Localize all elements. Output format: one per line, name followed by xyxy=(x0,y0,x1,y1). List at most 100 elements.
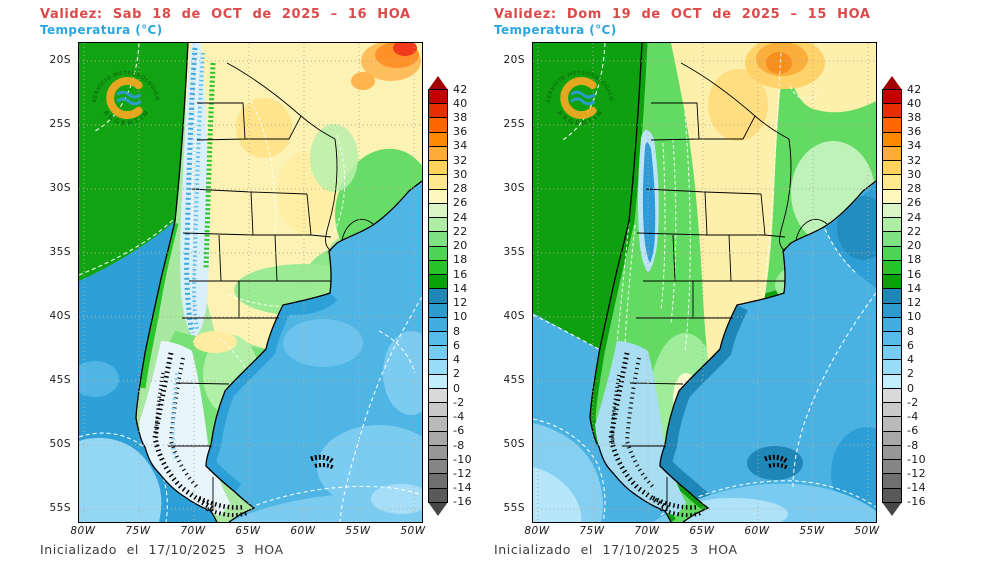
colorbar-cell xyxy=(428,316,448,332)
colorbar-cell xyxy=(882,231,902,247)
lon-label: 75W xyxy=(125,525,151,537)
colorbar-cell xyxy=(882,373,902,389)
colorbar-cell xyxy=(428,330,448,347)
forecast-panel-saturday: Validez: Sab 18 de OCT de 2025 – 16 HOA … xyxy=(40,7,494,557)
colorbar-cell xyxy=(428,89,448,105)
colorbar-label: -10 xyxy=(453,452,472,466)
colorbar-label: 6 xyxy=(453,338,461,352)
colorbar: 42 40 38 36 34 32 30 28 26 24 22 20 18 16 14 12 10 8 6 4 2 0-… xyxy=(428,76,494,516)
colorbar-label: 12 xyxy=(907,296,922,310)
lon-label: 65W xyxy=(235,525,261,537)
colorbar-label: -8 xyxy=(453,438,465,452)
logo-sun-ring xyxy=(106,77,143,119)
colorbar-cell xyxy=(882,359,902,375)
colorbar-label: 0 xyxy=(907,381,915,395)
colorbar-cell xyxy=(428,302,448,318)
lon-label: 60W xyxy=(290,525,316,537)
lat-label: 40S xyxy=(49,310,71,322)
coastline xyxy=(135,43,422,522)
lon-label: 60W xyxy=(744,525,770,537)
colorbar-cell xyxy=(882,444,902,461)
colorbar-label: 22 xyxy=(453,224,468,238)
colorbar-cell xyxy=(428,259,448,276)
lon-label: 50W xyxy=(854,525,880,537)
colorbar-label: 0 xyxy=(453,381,461,395)
colorbar-cell xyxy=(428,174,448,190)
province-borders xyxy=(622,62,828,511)
map-frame: SERVICIO METEOROLOGICO NACIONAL ARGENTIN… xyxy=(78,42,423,523)
colorbar-cell xyxy=(882,416,902,432)
colorbar-cell xyxy=(882,487,902,503)
colorbar-cell xyxy=(428,387,448,404)
colorbar-label: 18 xyxy=(453,253,468,267)
lat-label: 30S xyxy=(49,182,71,194)
colorbar: 42 40 38 36 34 32 30 28 26 24 22 20 18 16 14 12 10 8 6 4 2 0-… xyxy=(882,76,948,516)
colorbar-cell xyxy=(882,89,902,105)
colorbar-label: 10 xyxy=(453,310,468,324)
colorbar-label: -14 xyxy=(907,481,926,495)
lon-label: 80W xyxy=(524,525,550,537)
colorbar-cell xyxy=(428,288,448,304)
colorbar-label: -4 xyxy=(453,410,465,424)
coastline xyxy=(589,43,876,522)
pacific-ocean xyxy=(79,221,217,522)
init-footer: Inicializado el 17/10/2025 3 HOA xyxy=(494,542,738,557)
province-borders xyxy=(168,62,374,511)
colorbar-cells: 42 40 38 36 34 32 30 28 26 24 22 20 18 16 14 12 10 8 6 4 2 0-… xyxy=(428,83,472,508)
colorbar-label: -2 xyxy=(453,395,465,409)
lat-label: 20S xyxy=(503,54,525,66)
colorbar-label: 4 xyxy=(453,353,461,367)
logo-sun-ring xyxy=(560,77,597,119)
forecast-panel-sunday: Validez: Dom 19 de OCT de 2025 – 15 HOA … xyxy=(454,0,954,574)
colorbar-cell xyxy=(428,160,448,176)
colorbar-label: 24 xyxy=(907,210,922,224)
temperature-map-saturday xyxy=(79,43,422,522)
colorbar-cell xyxy=(882,302,902,318)
colorbar-label: 32 xyxy=(907,153,922,167)
colorbar-label: 30 xyxy=(907,167,922,181)
longitude-labels: 80W 75W 70W 65W 60W 55W 50W xyxy=(524,525,880,539)
colorbar-cell xyxy=(882,103,902,119)
colorbar-cell xyxy=(428,217,448,233)
colorbar-label: 14 xyxy=(907,281,922,295)
variable-label: Temperatura (°C) xyxy=(40,23,163,37)
colorbar-label: 26 xyxy=(907,196,922,210)
colorbar-cell xyxy=(428,402,448,418)
colorbar-label: 12 xyxy=(453,296,468,310)
colorbar-label: 18 xyxy=(907,253,922,267)
lon-label: 80W xyxy=(70,525,96,537)
colorbar-cell xyxy=(882,245,902,261)
colorbar-label: 10 xyxy=(907,310,922,324)
colorbar-cell xyxy=(882,145,902,162)
colorbar-label: -12 xyxy=(453,466,472,480)
colorbar-label: 16 xyxy=(907,267,922,281)
lat-label: 50S xyxy=(503,438,525,450)
colorbar-label: -6 xyxy=(453,424,465,438)
colorbar-label: 24 xyxy=(453,210,468,224)
colorbar-label: 30 xyxy=(453,167,468,181)
lat-label: 45S xyxy=(49,374,71,386)
lat-label: 35S xyxy=(49,246,71,258)
lat-label: 20S xyxy=(49,54,71,66)
colorbar-label: -12 xyxy=(907,466,926,480)
colorbar-label: 28 xyxy=(453,182,468,196)
colorbar-label: 20 xyxy=(453,239,468,253)
colorbar-cell xyxy=(428,145,448,162)
colorbar-cell xyxy=(428,202,448,219)
logo-wave-2 xyxy=(116,97,142,106)
colorbar-label: -4 xyxy=(907,410,919,424)
lat-label: 55S xyxy=(49,502,71,514)
colorbar-cell xyxy=(882,430,902,446)
colorbar-label: -6 xyxy=(907,424,919,438)
lat-label: 55S xyxy=(503,502,525,514)
colorbar-label: 14 xyxy=(453,281,468,295)
logo-wave-2 xyxy=(570,97,596,106)
colorbar-cell xyxy=(882,160,902,176)
variable-label: Temperatura (°C) xyxy=(494,23,617,37)
colorbar-label: 26 xyxy=(453,196,468,210)
colorbar-arrow-bottom xyxy=(882,501,902,516)
colorbar-cell xyxy=(882,188,902,204)
colorbar-label: 22 xyxy=(907,224,922,238)
colorbar-cell xyxy=(428,274,448,290)
lon-label: 65W xyxy=(689,525,715,537)
